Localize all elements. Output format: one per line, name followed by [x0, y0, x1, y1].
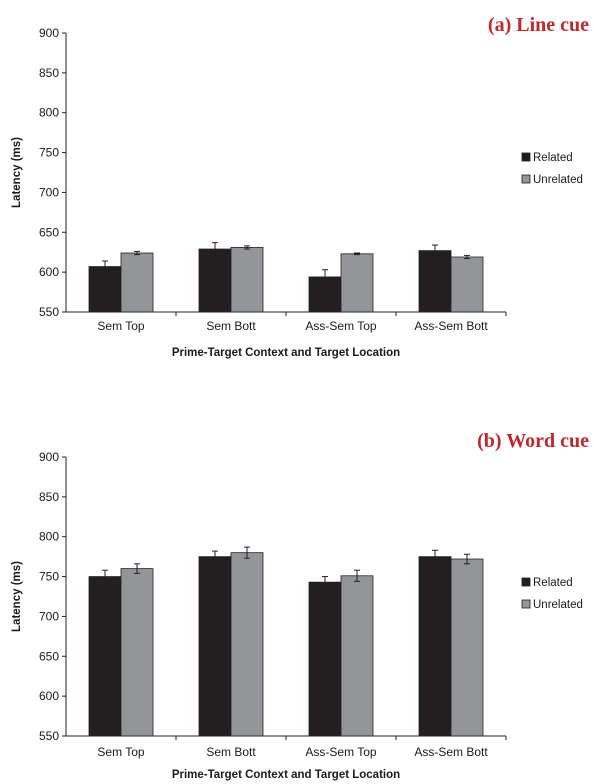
bar-unrelated	[340, 575, 374, 737]
chart-title: (b) Word cue	[477, 430, 589, 452]
x-axis-title: Prime-Target Context and Target Location	[172, 347, 400, 359]
bar-related	[88, 266, 122, 313]
y-tick-label: 750	[39, 146, 59, 160]
bar-unrelated	[340, 253, 374, 313]
legend-label-unrelated: Unrelated	[533, 599, 583, 611]
x-tick-label: Ass-Sem Top	[305, 319, 376, 333]
x-tick-label: Ass-Sem Bott	[414, 319, 488, 333]
x-tick-label: Ass-Sem Bott	[414, 745, 488, 759]
y-tick-label: 750	[39, 570, 59, 584]
chart-panel-1: (a) Line cue 550 600 650 700 750 800 850 900 Late…	[11, 14, 589, 359]
legend-label-unrelated: Unrelated	[533, 174, 583, 186]
y-tick-label: 550	[39, 305, 59, 319]
legend-swatch-related	[521, 577, 531, 587]
chart-panel-2: (b) Word cue 550 600 650 700 750 800 850 900 Late…	[11, 430, 589, 781]
legend-label-related: Related	[533, 577, 573, 589]
bar-related	[88, 576, 122, 737]
y-tick-label: 600	[39, 689, 59, 703]
bar-related	[418, 250, 452, 313]
y-tick-label: 700	[39, 609, 59, 623]
bar-related	[198, 248, 232, 313]
legend-swatch-unrelated	[521, 599, 531, 609]
legend-swatch-unrelated	[521, 174, 531, 184]
y-axis-title: Latency (ms)	[11, 561, 23, 632]
bar-related	[418, 556, 452, 737]
y-tick-label: 600	[39, 265, 59, 279]
y-tick-label: 800	[39, 106, 59, 120]
legend: Related Unrelated	[521, 152, 583, 186]
bar-unrelated	[120, 568, 154, 737]
bar-unrelated	[450, 256, 484, 313]
y-tick-label: 650	[39, 225, 59, 239]
chart-title: (a) Line cue	[488, 14, 589, 36]
legend: Related Unrelated	[521, 577, 583, 611]
x-tick-label: Sem Top	[97, 319, 144, 333]
x-tick-label: Ass-Sem Top	[305, 745, 376, 759]
y-tick-label: 850	[39, 66, 59, 80]
y-tick-label: 800	[39, 530, 59, 544]
bar-unrelated	[230, 552, 264, 737]
y-tick-label: 700	[39, 185, 59, 199]
y-tick-label: 900	[39, 450, 59, 464]
x-tick-label: Sem Bott	[206, 745, 256, 759]
y-tick-label: 850	[39, 490, 59, 504]
x-tick-label: Sem Bott	[206, 319, 256, 333]
bar-related	[308, 581, 342, 737]
legend-label-related: Related	[533, 152, 573, 164]
x-tick-label: Sem Top	[97, 745, 144, 759]
y-tick-label: 550	[39, 729, 59, 743]
y-tick-label: 900	[39, 26, 59, 40]
y-tick-label: 650	[39, 649, 59, 663]
x-axis-title: Prime-Target Context and Target Location	[172, 769, 400, 781]
bar-unrelated	[230, 247, 264, 313]
bar-related	[198, 556, 232, 737]
bar-unrelated	[450, 558, 484, 737]
y-axis-title: Latency (ms)	[11, 137, 23, 208]
legend-swatch-related	[521, 152, 531, 162]
bar-unrelated	[120, 252, 154, 313]
